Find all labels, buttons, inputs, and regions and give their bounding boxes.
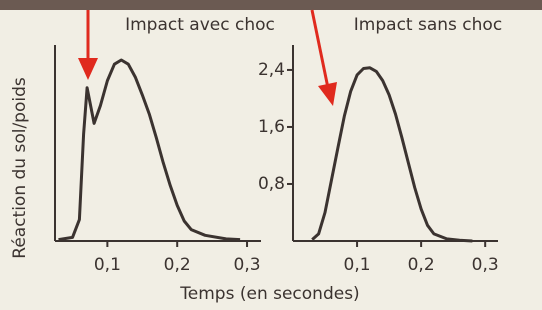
x-tick-label: 0,2 [164,255,191,275]
x-tick-label: 0,3 [234,255,261,275]
x-tick-label: 0,2 [408,255,435,275]
x-tick-label: 0,1 [344,255,371,275]
y-tick-label: 0,8 [258,174,285,194]
y-axis-label: Réaction du sol/poids [10,77,30,259]
x-tick-label: 0,1 [94,255,121,275]
x-axis-label: Temps (en secondes) [179,284,359,304]
photo-strip [0,0,542,10]
chart: Impact avec choc Impact sans choc Réacti… [0,0,542,310]
chart-title: Impact sans choc [354,15,502,35]
y-tick-label: 2,4 [258,60,285,80]
y-tick-label: 1,6 [258,117,285,137]
chart-title: Impact avec choc [125,15,275,35]
x-tick-label: 0,3 [472,255,499,275]
